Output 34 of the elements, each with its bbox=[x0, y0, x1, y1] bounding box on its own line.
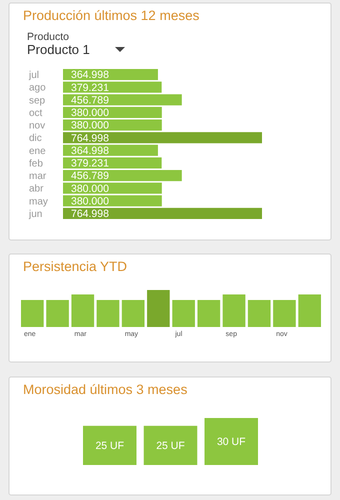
y-tick-label: oct bbox=[29, 108, 43, 119]
y-tick-label: feb bbox=[29, 158, 44, 170]
text: Producto bbox=[27, 31, 70, 43]
chart-title: Producción últimos 12 meses bbox=[23, 8, 200, 23]
chart-title: Persistencia YTD bbox=[23, 259, 128, 274]
y-tick-label: ago bbox=[29, 82, 46, 94]
bar bbox=[63, 208, 262, 219]
y-tick-label: ene bbox=[29, 146, 46, 157]
y-tick-label: sep bbox=[29, 95, 46, 106]
data-label: 380.000 bbox=[71, 107, 110, 120]
y-tick-label: jul bbox=[28, 70, 40, 82]
y-tick-label: nov bbox=[29, 120, 46, 132]
chart-title: Morosidad últimos 3 meses bbox=[23, 382, 188, 397]
data-label: 25 UF bbox=[95, 440, 124, 452]
y-tick-label: dic bbox=[29, 133, 42, 144]
data-label: 364.998 bbox=[71, 144, 110, 157]
data-label: 456.789 bbox=[71, 94, 110, 106]
data-label: 30 UF bbox=[216, 436, 246, 448]
y-tick-label: abr bbox=[29, 184, 44, 195]
y-tick-label: mar bbox=[29, 171, 47, 182]
data-label: 379.231 bbox=[71, 158, 110, 170]
y-tick-label: may bbox=[29, 196, 48, 208]
data-label: 380.000 bbox=[71, 182, 110, 195]
y-tick-label: jun bbox=[28, 208, 42, 220]
bar bbox=[63, 132, 262, 144]
data-label: 764.998 bbox=[71, 132, 110, 144]
data-label: 764.998 bbox=[71, 208, 110, 220]
text: Producto 1 bbox=[27, 42, 90, 57]
data-label: 380.000 bbox=[71, 120, 110, 132]
data-label: 25 UF bbox=[156, 440, 185, 452]
data-label: 456.789 bbox=[71, 170, 110, 182]
data-label: 380.000 bbox=[71, 195, 110, 208]
data-label: 379.231 bbox=[71, 82, 110, 94]
data-label: 364.998 bbox=[71, 69, 110, 82]
